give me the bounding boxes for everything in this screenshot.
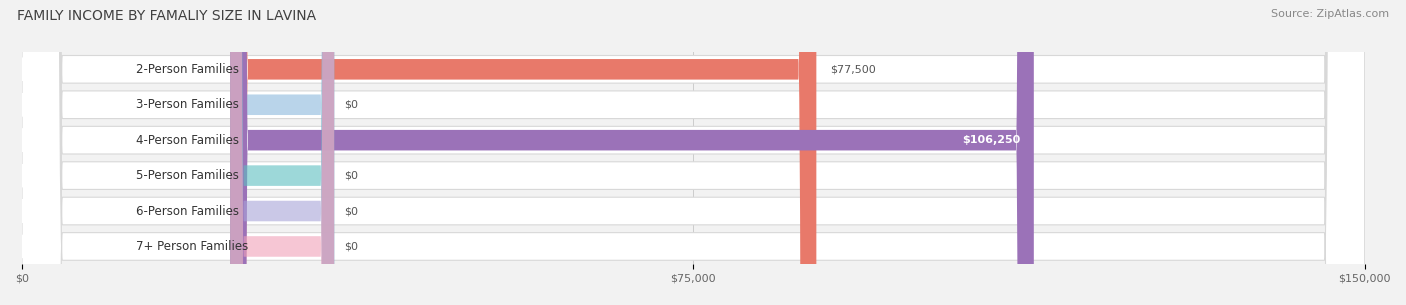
Text: $0: $0	[344, 242, 359, 251]
Text: $106,250: $106,250	[962, 135, 1021, 145]
FancyBboxPatch shape	[231, 0, 335, 305]
FancyBboxPatch shape	[231, 0, 335, 305]
Text: 3-Person Families: 3-Person Families	[136, 98, 239, 111]
Text: Source: ZipAtlas.com: Source: ZipAtlas.com	[1271, 9, 1389, 19]
FancyBboxPatch shape	[22, 0, 1365, 305]
Text: 6-Person Families: 6-Person Families	[136, 205, 239, 217]
Text: $77,500: $77,500	[830, 64, 876, 74]
Text: $0: $0	[344, 206, 359, 216]
FancyBboxPatch shape	[231, 0, 335, 305]
FancyBboxPatch shape	[22, 0, 1365, 305]
FancyBboxPatch shape	[22, 0, 1365, 305]
FancyBboxPatch shape	[231, 0, 335, 305]
Text: 2-Person Families: 2-Person Families	[136, 63, 239, 76]
Text: $0: $0	[344, 170, 359, 181]
Text: $0: $0	[344, 100, 359, 110]
FancyBboxPatch shape	[231, 0, 817, 305]
FancyBboxPatch shape	[22, 0, 1365, 305]
FancyBboxPatch shape	[22, 0, 1365, 305]
Text: 7+ Person Families: 7+ Person Families	[136, 240, 249, 253]
FancyBboxPatch shape	[22, 0, 1365, 305]
FancyBboxPatch shape	[231, 0, 1033, 305]
Text: FAMILY INCOME BY FAMALIY SIZE IN LAVINA: FAMILY INCOME BY FAMALIY SIZE IN LAVINA	[17, 9, 316, 23]
Text: 4-Person Families: 4-Person Families	[136, 134, 239, 147]
Text: 5-Person Families: 5-Person Families	[136, 169, 239, 182]
